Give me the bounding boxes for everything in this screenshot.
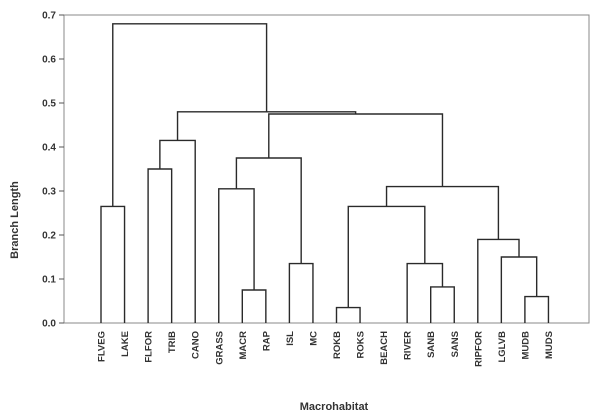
- leaf-label: FLVEG: [97, 331, 108, 362]
- leaf-label: TRIB: [167, 331, 178, 353]
- y-tick-label: 0.7: [42, 11, 56, 22]
- leaf-label: ROKS: [356, 331, 367, 358]
- dendrogram-link: [406, 262, 444, 323]
- y-tick-label: 0.0: [42, 319, 56, 330]
- leaf-label: BEACH: [379, 331, 390, 365]
- dendrogram-branches: [100, 23, 550, 323]
- dendrogram-link: [288, 262, 314, 323]
- leaf-label: RAP: [261, 330, 272, 351]
- y-axis-title: Branch Length: [9, 181, 21, 259]
- dendrogram-link: [176, 111, 357, 141]
- x-axis-leaf-labels: FLVEG LAKE FLFOR TRIB CANO GRASS MACR RAP ISL MC R…: [97, 330, 555, 367]
- dendrogram-link: [235, 157, 302, 264]
- leaf-label: SANB: [426, 331, 437, 358]
- plot-frame: [63, 14, 590, 324]
- leaf-label: LGLVB: [497, 331, 508, 363]
- leaf-label: MUDB: [520, 331, 531, 360]
- dendrogram-link: [268, 113, 444, 187]
- dendrogram-link: [112, 23, 268, 207]
- dendrogram-link: [347, 205, 426, 308]
- dendrogram-link: [430, 286, 455, 323]
- dendrogram-link: [335, 306, 361, 323]
- leaf-label: LAKE: [120, 331, 131, 357]
- leaf-label: RIPFOR: [473, 331, 484, 367]
- leaf-label: MUDS: [544, 331, 555, 359]
- dendrogram-link: [218, 188, 255, 323]
- y-tick-label: 0.3: [42, 187, 56, 198]
- leaf-label: ISL: [285, 331, 296, 346]
- leaf-label: CANO: [191, 331, 202, 359]
- dendrogram-link: [524, 295, 550, 323]
- y-tick-label: 0.2: [42, 231, 56, 242]
- leaf-label: MACR: [238, 331, 249, 360]
- x-axis-title: Macrohabitat: [300, 401, 369, 413]
- leaf-label: MC: [308, 331, 319, 346]
- dendrogram-link: [500, 256, 538, 323]
- y-tick-label: 0.5: [42, 99, 56, 110]
- leaf-label: SANS: [450, 331, 461, 357]
- leaf-label: GRASS: [214, 331, 225, 365]
- dendrogram-link: [385, 185, 500, 240]
- dendrogram-link: [100, 205, 126, 323]
- dendrogram-link: [241, 289, 267, 323]
- y-tick-label: 0.1: [42, 275, 56, 286]
- leaf-label: RIVER: [403, 331, 414, 360]
- leaf-label: ROKB: [332, 331, 343, 359]
- dendrogram-link: [159, 139, 196, 323]
- leaf-label: FLFOR: [144, 331, 155, 363]
- dendrogram-link: [477, 238, 520, 323]
- y-tick-label: 0.6: [42, 55, 56, 66]
- y-axis: 0.0 0.1 0.2 0.3 0.4 0.5 0.6 0.7: [42, 11, 64, 330]
- dendrogram-link: [147, 168, 173, 323]
- y-tick-label: 0.4: [42, 143, 56, 154]
